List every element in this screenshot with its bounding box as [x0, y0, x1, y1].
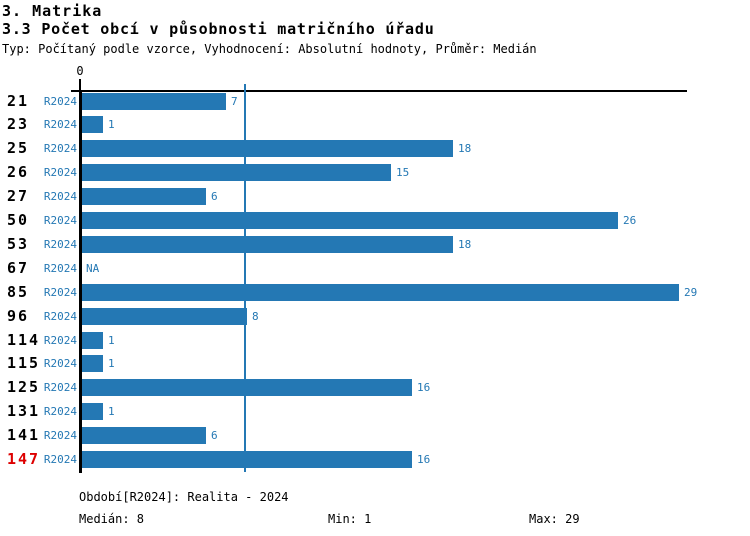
row-category-label: 114 [7, 330, 41, 349]
row-category-label: 23 [7, 115, 30, 134]
row-category-label: 53 [7, 234, 30, 253]
row-category-label: 26 [7, 163, 30, 182]
y-axis-line [79, 90, 82, 473]
row-period-label: R2024 [43, 309, 77, 323]
footer-max-stat: Max: 29 [529, 512, 580, 526]
footer-period-info: Období[R2024]: Realita - 2024 [79, 490, 289, 504]
chart-meta-line: Typ: Počítaný podle vzorce, Vyhodnocení:… [2, 42, 537, 56]
row-period-label: R2024 [43, 142, 77, 156]
row-category-label: 141 [7, 426, 41, 445]
row-category-label: 147 [7, 450, 41, 468]
bar [82, 116, 103, 134]
bar-value-label: 18 [458, 142, 472, 156]
bar-value-label: 18 [458, 237, 472, 251]
bar [82, 403, 103, 421]
bar [82, 212, 618, 229]
row-category-label: 50 [7, 211, 30, 229]
row-category-label: 21 [7, 91, 30, 110]
row-period-label: R2024 [43, 94, 77, 108]
bar-value-label: 1 [108, 333, 115, 347]
bar-value-label: 15 [396, 166, 410, 180]
row-period-label: R2024 [43, 166, 77, 180]
x-axis-line [71, 90, 687, 92]
bar [82, 379, 412, 397]
x-axis-zero-label: 0 [76, 64, 84, 78]
bar-value-label: 29 [684, 285, 698, 299]
bar-value-label: 16 [417, 381, 431, 395]
bar [82, 164, 391, 182]
row-period-label: R2024 [43, 405, 77, 419]
bar [82, 140, 453, 158]
row-category-label: 115 [7, 354, 41, 373]
row-period-label: R2024 [43, 453, 77, 466]
bar-value-label: 6 [211, 190, 218, 204]
bar-value-label: 8 [252, 309, 259, 323]
row-period-label: R2024 [43, 429, 77, 443]
footer-median-stat: Medián: 8 [79, 512, 145, 526]
bar-value-label: 26 [623, 214, 637, 227]
row-category-label: 125 [7, 378, 41, 397]
row-period-label: R2024 [43, 333, 77, 347]
bar-value-label: NA [86, 261, 100, 275]
bar [82, 92, 226, 110]
bar [82, 235, 453, 253]
bar [82, 355, 103, 373]
row-period-label: R2024 [43, 237, 77, 251]
row-period-label: R2024 [43, 118, 77, 132]
row-period-label: R2024 [43, 381, 77, 395]
median-line [244, 84, 246, 472]
bar [82, 427, 206, 445]
x-axis-tick [79, 79, 81, 90]
row-period-label: R2024 [43, 285, 77, 299]
row-period-label: R2024 [43, 261, 77, 275]
bar-value-label: 1 [108, 118, 115, 132]
row-category-label: 25 [7, 139, 30, 158]
bar [82, 331, 103, 349]
chart-title: 3.3 Počet obcí v působnosti matričního ú… [2, 20, 435, 38]
row-period-label: R2024 [43, 214, 77, 227]
page-title: 3. Matrika [2, 2, 103, 20]
row-category-label: 85 [7, 282, 30, 301]
bar-value-label: 1 [108, 405, 115, 419]
bar-value-label: 1 [108, 357, 115, 371]
row-category-label: 131 [7, 402, 41, 421]
row-period-label: R2024 [43, 190, 77, 204]
bar-value-label: 6 [211, 429, 218, 443]
row-period-label: R2024 [43, 357, 77, 371]
bar [82, 283, 679, 301]
bar [82, 188, 206, 206]
bar [82, 451, 412, 468]
row-category-label: 96 [7, 306, 30, 325]
row-category-label: 27 [7, 187, 30, 206]
bar-value-label: 7 [231, 94, 238, 108]
row-category-label: 67 [7, 258, 30, 277]
bar [82, 307, 247, 325]
footer-min-stat: Min: 1 [328, 512, 372, 526]
bar-value-label: 16 [417, 453, 431, 466]
